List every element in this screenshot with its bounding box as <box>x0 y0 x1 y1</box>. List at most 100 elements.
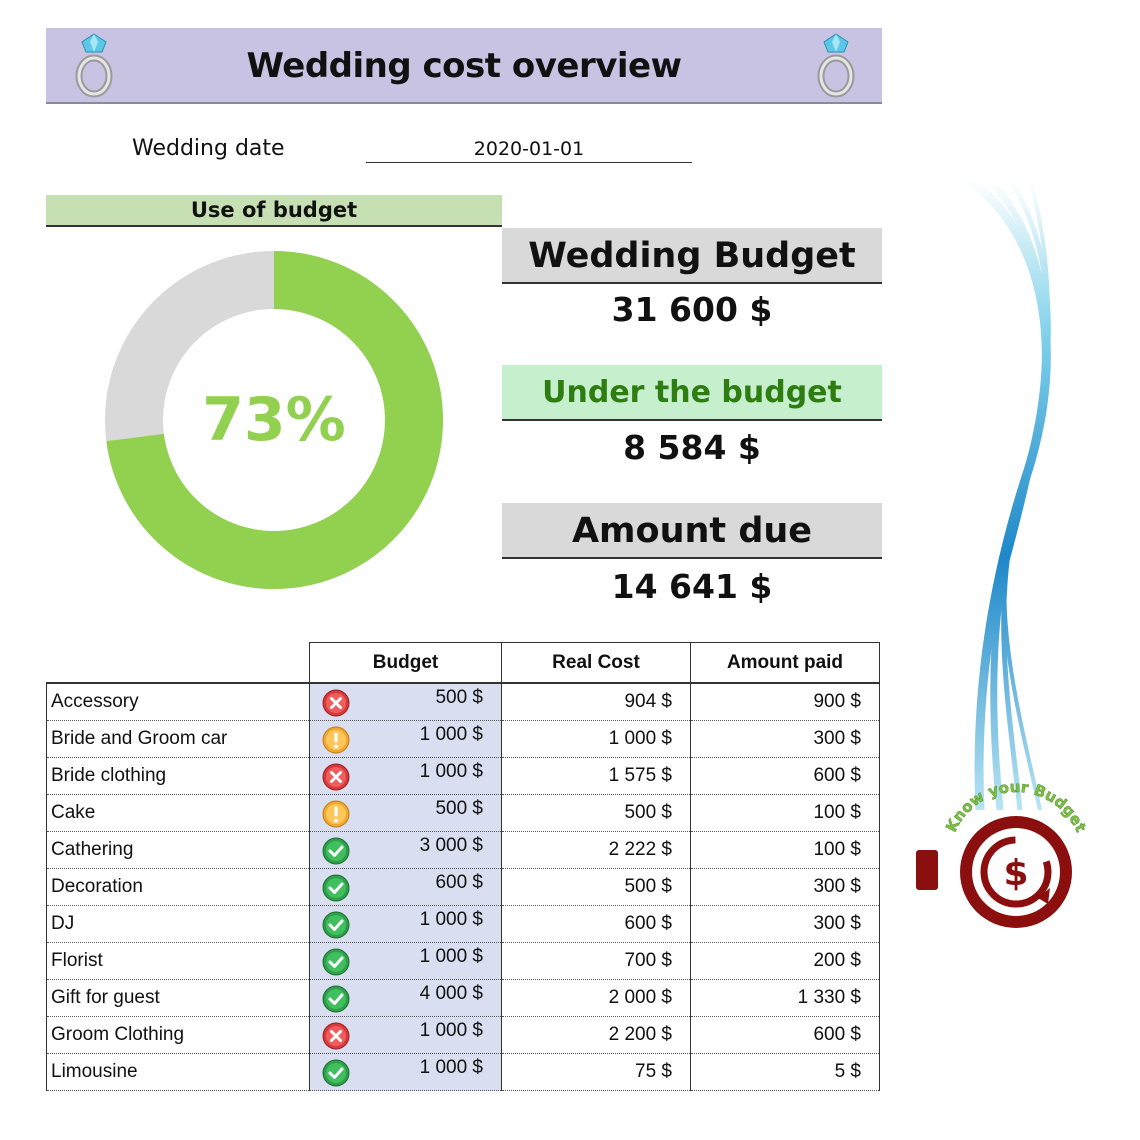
item-cell: Florist <box>46 942 310 980</box>
ok-status-icon <box>322 874 350 902</box>
budget-cell: 1 000 $ <box>309 1016 502 1054</box>
ring-icon <box>75 33 113 98</box>
use-of-budget-header: Use of budget <box>46 195 502 227</box>
item-cell: Bride and Groom car <box>46 720 310 758</box>
wedding-date-label: Wedding date <box>132 136 285 161</box>
real-cost-cell: 500 $ <box>501 868 691 906</box>
amount-paid-cell: 5 $ <box>690 1053 880 1091</box>
table-row: Bride clothing 1 000 $ 1 575 $600 $ <box>46 757 880 795</box>
item-cell: Accessory <box>46 683 310 721</box>
budget-value: 1 000 $ <box>419 946 483 967</box>
table-header-row: Budget Real Cost Amount paid <box>46 642 880 684</box>
table-row: Cathering 3 000 $ 2 222 $100 $ <box>46 831 880 869</box>
item-cell: Cathering <box>46 831 310 869</box>
warning-status-icon <box>322 800 350 828</box>
cost-table-body: Accessory 500 $ 904 $900 $ Bride and Groom … <box>46 683 880 1091</box>
item-cell: Decoration <box>46 868 310 906</box>
know-your-budget-logo: $ Know your Budget <box>916 780 1090 928</box>
amount-paid-cell: 1 330 $ <box>690 979 880 1017</box>
error-status-icon <box>322 763 350 791</box>
real-cost-cell: 2 200 $ <box>501 1016 691 1054</box>
budget-cell: 1 000 $ <box>309 720 502 758</box>
warning-status-icon <box>322 726 350 754</box>
table-row: Florist 1 000 $ 700 $200 $ <box>46 942 880 980</box>
budget-value: 600 $ <box>435 872 483 893</box>
budget-usage-donut: 73% <box>105 251 443 589</box>
item-cell: Bride clothing <box>46 757 310 795</box>
ok-status-icon <box>322 837 350 865</box>
amount-paid-cell: 300 $ <box>690 868 880 906</box>
budget-value: 4 000 $ <box>419 983 483 1004</box>
donut-used-arc <box>106 251 443 589</box>
amount-due-value: 14 641 $ <box>611 567 773 606</box>
budget-cell: 3 000 $ <box>309 831 502 869</box>
amount-paid-cell: 600 $ <box>690 1016 880 1054</box>
item-column-header <box>46 642 310 684</box>
cost-table: Budget Real Cost Amount paid Accessory 50… <box>46 642 880 1091</box>
real-cost-cell: 600 $ <box>501 905 691 943</box>
real-cost-cell: 904 $ <box>501 683 691 721</box>
ok-status-icon <box>322 1059 350 1087</box>
error-status-icon <box>322 1022 350 1050</box>
budget-cell: 4 000 $ <box>309 979 502 1017</box>
usage-percent-label: 73% <box>202 385 346 455</box>
table-row: Groom Clothing 1 000 $ 2 200 $600 $ <box>46 1016 880 1054</box>
wedding-date-value[interactable]: 2020-01-01 <box>366 138 692 163</box>
ok-status-icon <box>322 985 350 1013</box>
amount-due-label: Amount due <box>502 503 882 559</box>
table-row: Decoration 600 $ 500 $300 $ <box>46 868 880 906</box>
budget-cell: 1 000 $ <box>309 942 502 980</box>
budget-value: 1 000 $ <box>419 1020 483 1041</box>
error-status-icon <box>322 689 350 717</box>
under-budget-value: 8 584 $ <box>623 428 761 467</box>
real-cost-column-header: Real Cost <box>501 642 691 684</box>
budget-value: 1 000 $ <box>419 724 483 745</box>
budget-value: 3 000 $ <box>419 835 483 856</box>
wedding-budget-label: Wedding Budget <box>502 228 882 284</box>
real-cost-cell: 1 000 $ <box>501 720 691 758</box>
amount-paid-cell: 100 $ <box>690 794 880 832</box>
real-cost-cell: 75 $ <box>501 1053 691 1091</box>
item-cell: Groom Clothing <box>46 1016 310 1054</box>
budget-value: 500 $ <box>435 687 483 708</box>
amount-paid-cell: 300 $ <box>690 720 880 758</box>
amount-paid-column-header: Amount paid <box>690 642 880 684</box>
table-row: Limousine 1 000 $ 75 $5 $ <box>46 1053 880 1091</box>
budget-cell: 1 000 $ <box>309 1053 502 1091</box>
budget-value: 1 000 $ <box>419 1057 483 1078</box>
ring-icon <box>817 33 855 98</box>
real-cost-cell: 700 $ <box>501 942 691 980</box>
real-cost-cell: 2 000 $ <box>501 979 691 1017</box>
budget-cell: 1 000 $ <box>309 757 502 795</box>
item-cell: DJ <box>46 905 310 943</box>
real-cost-cell: 2 222 $ <box>501 831 691 869</box>
ok-status-icon <box>322 948 350 976</box>
item-cell: Limousine <box>46 1053 310 1091</box>
wedding-budget-value: 31 600 $ <box>611 290 773 329</box>
amount-paid-cell: 600 $ <box>690 757 880 795</box>
table-row: Gift for guest 4 000 $ 2 000 $1 330 $ <box>46 979 880 1017</box>
budget-cell: 600 $ <box>309 868 502 906</box>
budget-value: 1 000 $ <box>419 761 483 782</box>
amount-paid-cell: 200 $ <box>690 942 880 980</box>
ok-status-icon <box>322 911 350 939</box>
table-row: Bride and Groom car 1 000 $1 000 $300 $ <box>46 720 880 758</box>
page-title: Wedding cost overview <box>246 46 682 86</box>
svg-text:$: $ <box>1003 853 1028 894</box>
budget-cell: 1 000 $ <box>309 905 502 943</box>
real-cost-cell: 1 575 $ <box>501 757 691 795</box>
real-cost-cell: 500 $ <box>501 794 691 832</box>
under-budget-label: Under the budget <box>502 365 882 421</box>
table-row: Cake 500 $500 $100 $ <box>46 794 880 832</box>
amount-paid-cell: 100 $ <box>690 831 880 869</box>
budget-cell: 500 $ <box>309 794 502 832</box>
amount-paid-cell: 900 $ <box>690 683 880 721</box>
item-cell: Cake <box>46 794 310 832</box>
title-banner: Wedding cost overview <box>46 28 882 104</box>
budget-cell: 500 $ <box>309 683 502 721</box>
table-row: DJ 1 000 $ 600 $300 $ <box>46 905 880 943</box>
item-cell: Gift for guest <box>46 979 310 1017</box>
amount-paid-cell: 300 $ <box>690 905 880 943</box>
budget-value: 1 000 $ <box>419 909 483 930</box>
decorative-swirl <box>967 180 1051 811</box>
